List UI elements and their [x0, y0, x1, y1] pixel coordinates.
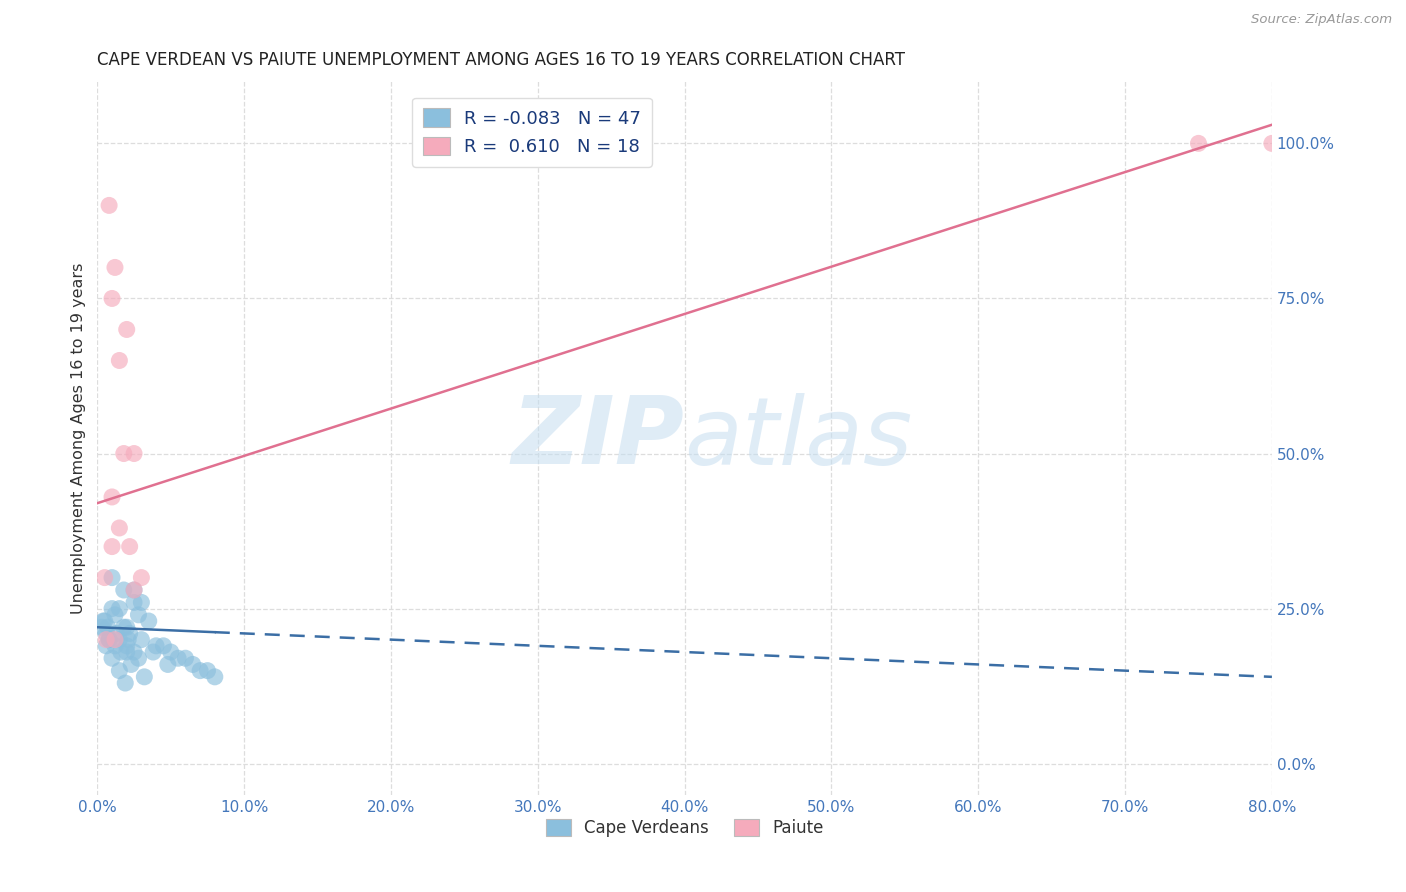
- Point: [181, 657, 204, 672]
- Point: [91, 614, 114, 628]
- Point: [108, 601, 131, 615]
- Point: [204, 670, 226, 684]
- Point: [101, 540, 124, 554]
- Point: [112, 446, 135, 460]
- Point: [101, 651, 124, 665]
- Point: [122, 595, 145, 609]
- Point: [122, 582, 145, 597]
- Point: [104, 260, 127, 275]
- Point: [131, 571, 153, 585]
- Point: [115, 620, 138, 634]
- Point: [115, 645, 138, 659]
- Point: [93, 614, 115, 628]
- Point: [96, 626, 118, 640]
- Point: [104, 639, 127, 653]
- Point: [96, 639, 118, 653]
- Point: [98, 632, 121, 647]
- Y-axis label: Unemployment Among Ages 16 to 19 years: Unemployment Among Ages 16 to 19 years: [72, 262, 86, 614]
- Point: [104, 632, 127, 647]
- Legend: Cape Verdeans, Paiute: Cape Verdeans, Paiute: [538, 812, 830, 844]
- Point: [97, 620, 120, 634]
- Point: [127, 651, 149, 665]
- Point: [108, 664, 131, 678]
- Point: [122, 582, 145, 597]
- Point: [93, 571, 115, 585]
- Text: Source: ZipAtlas.com: Source: ZipAtlas.com: [1251, 13, 1392, 27]
- Point: [115, 322, 138, 336]
- Point: [145, 639, 167, 653]
- Point: [142, 645, 165, 659]
- Point: [115, 639, 138, 653]
- Point: [134, 670, 156, 684]
- Point: [108, 521, 131, 535]
- Point: [98, 198, 121, 212]
- Point: [101, 490, 124, 504]
- Point: [101, 601, 124, 615]
- Point: [156, 657, 179, 672]
- Point: [122, 446, 145, 460]
- Point: [131, 632, 153, 647]
- Point: [114, 676, 136, 690]
- Point: [127, 607, 149, 622]
- Point: [174, 651, 197, 665]
- Point: [105, 626, 128, 640]
- Point: [138, 614, 160, 628]
- Text: atlas: atlas: [685, 392, 912, 483]
- Point: [112, 620, 135, 634]
- Point: [118, 540, 141, 554]
- Point: [118, 626, 141, 640]
- Point: [117, 632, 139, 647]
- Point: [197, 664, 219, 678]
- Point: [96, 632, 118, 647]
- Point: [152, 639, 174, 653]
- Point: [188, 664, 211, 678]
- Point: [110, 645, 132, 659]
- Point: [101, 292, 124, 306]
- Point: [108, 632, 131, 647]
- Point: [101, 571, 124, 585]
- Point: [104, 607, 127, 622]
- Point: [120, 657, 142, 672]
- Point: [1187, 136, 1209, 151]
- Text: ZIP: ZIP: [512, 392, 685, 484]
- Point: [159, 645, 181, 659]
- Point: [108, 353, 131, 368]
- Point: [122, 645, 145, 659]
- Point: [90, 620, 112, 634]
- Point: [131, 595, 153, 609]
- Point: [112, 582, 135, 597]
- Point: [1261, 136, 1284, 151]
- Text: CAPE VERDEAN VS PAIUTE UNEMPLOYMENT AMONG AGES 16 TO 19 YEARS CORRELATION CHART: CAPE VERDEAN VS PAIUTE UNEMPLOYMENT AMON…: [97, 51, 905, 69]
- Point: [98, 632, 121, 647]
- Point: [167, 651, 190, 665]
